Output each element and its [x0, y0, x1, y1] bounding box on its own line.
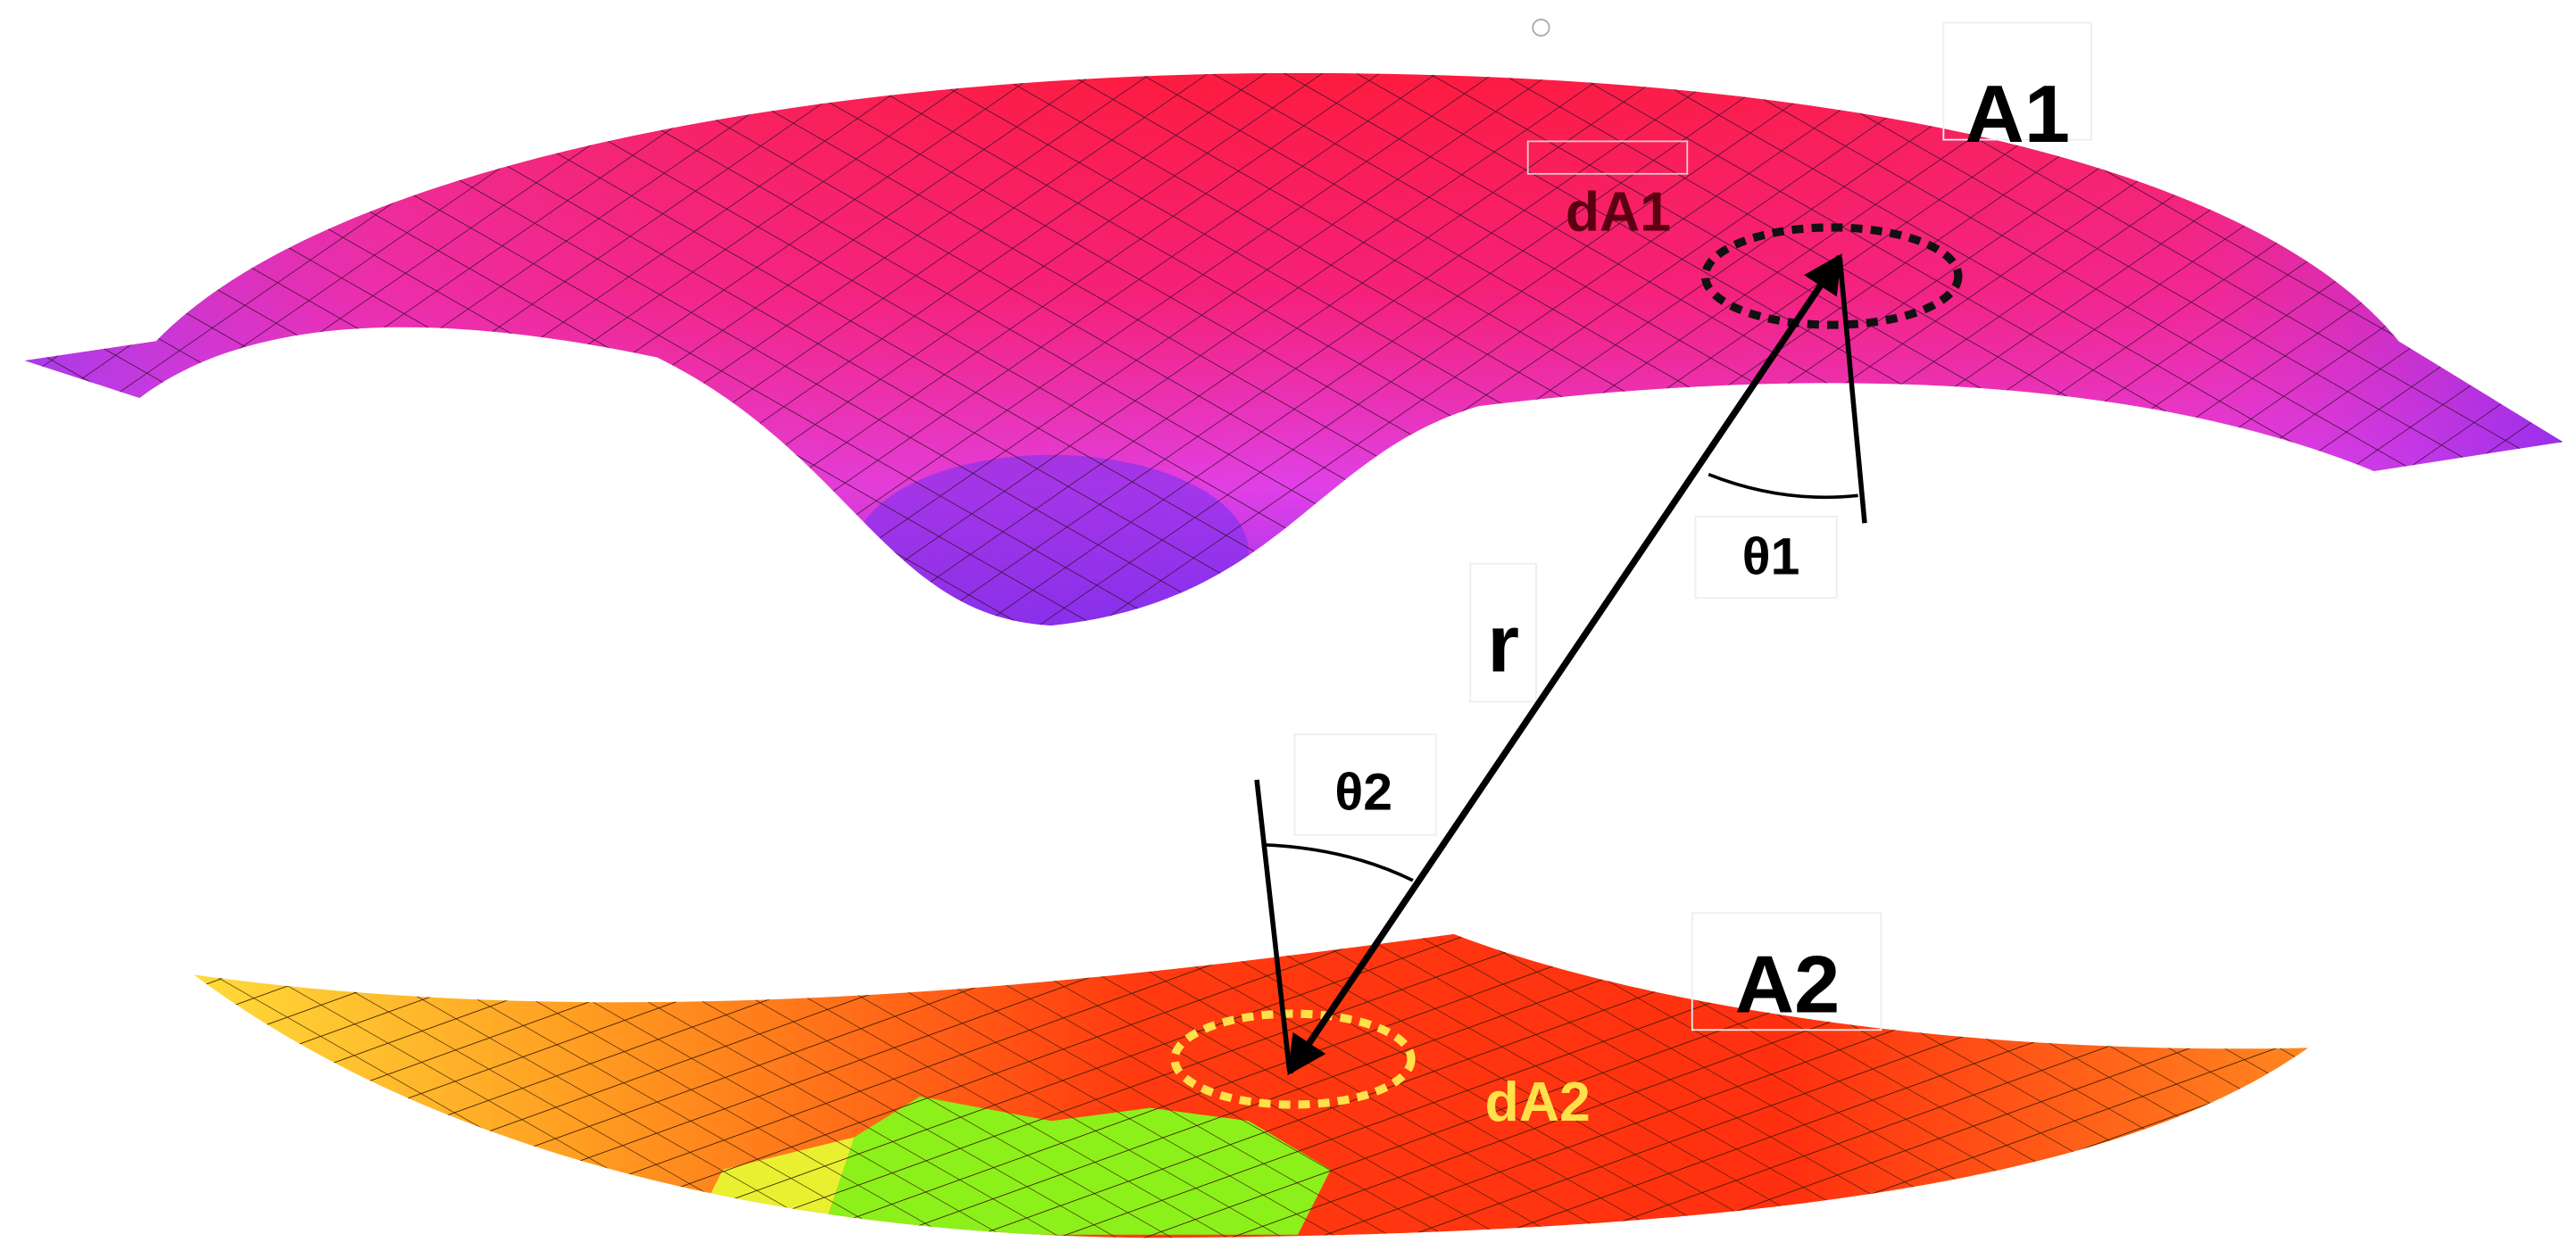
surface-a1 — [24, 72, 2564, 625]
normal-1 — [1837, 260, 1867, 524]
label-theta1: θ1 — [1742, 528, 1800, 586]
label-da2: dA2 — [1485, 1073, 1591, 1134]
label-theta2: θ2 — [1334, 764, 1392, 822]
label-box — [1526, 140, 1689, 175]
label-a2: A2 — [1735, 940, 1841, 1030]
angle-arc-2 — [1261, 842, 1414, 882]
angle-arc-1 — [1708, 472, 1858, 500]
label-box — [1942, 21, 2092, 141]
surface-a2 — [194, 933, 2308, 1238]
label-a1: A1 — [1965, 69, 2070, 159]
distance-arrow — [1286, 253, 1843, 1076]
normal-2 — [1254, 779, 1292, 1073]
label-r: r — [1487, 599, 1519, 689]
label-da1: dA1 — [1566, 182, 1671, 244]
dot — [1532, 18, 1550, 37]
